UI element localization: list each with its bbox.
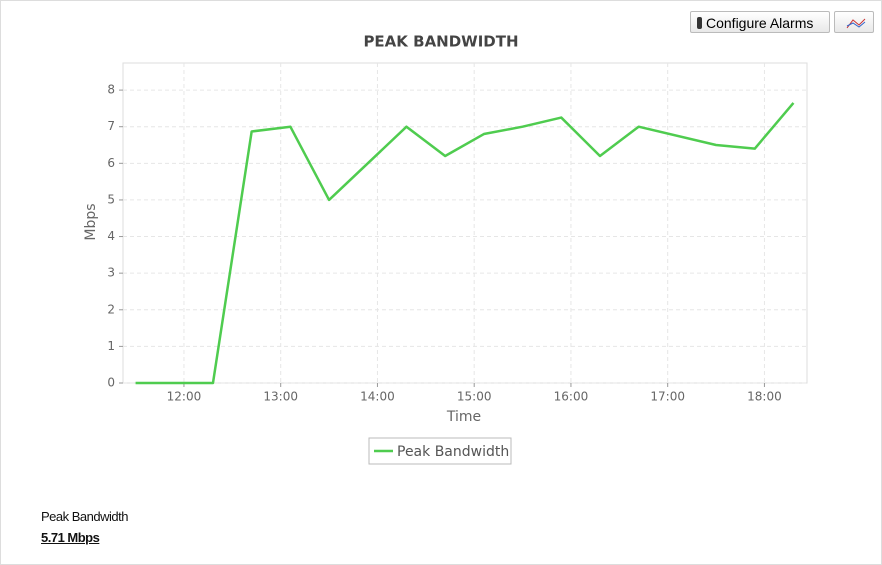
- x-tick-label: 15:00: [457, 390, 492, 404]
- y-tick-label: 0: [107, 376, 115, 390]
- configure-alarms-button[interactable]: Configure Alarms: [690, 11, 830, 33]
- x-tick-label: 16:00: [554, 390, 589, 404]
- legend-label: Peak Bandwidth: [397, 444, 509, 460]
- y-tick-label: 8: [107, 83, 115, 97]
- x-tick-label: 13:00: [263, 390, 298, 404]
- y-tick-label: 5: [107, 192, 115, 206]
- y-tick-label: 7: [107, 119, 115, 133]
- chart-icon: [846, 18, 866, 29]
- x-axis-label: Time: [446, 409, 481, 425]
- x-tick-label: 12:00: [167, 390, 202, 404]
- chart-type-button[interactable]: [834, 11, 874, 33]
- y-tick-label: 6: [107, 156, 115, 170]
- plot-area: [122, 62, 808, 384]
- summary: Peak Bandwidth 5.71 Mbps: [41, 509, 128, 545]
- y-axis-label: Mbps: [83, 203, 99, 240]
- x-tick-label: 14:00: [360, 390, 395, 404]
- alarm-icon: [697, 17, 702, 29]
- x-tick-label: 17:00: [650, 390, 685, 404]
- y-tick-label: 2: [107, 302, 115, 316]
- x-tick-label: 18:00: [747, 390, 782, 404]
- y-tick-label: 1: [107, 339, 115, 353]
- y-tick-label: 4: [107, 229, 115, 243]
- chart-title: PEAK BANDWIDTH: [363, 33, 518, 51]
- y-tick-label: 3: [107, 266, 115, 280]
- summary-value[interactable]: 5.71 Mbps: [41, 530, 100, 545]
- button-label: Configure Alarms: [706, 15, 814, 31]
- summary-label: Peak Bandwidth: [41, 509, 128, 524]
- data-line: [135, 102, 795, 385]
- chart: PEAK BANDWIDTH Time Mbps 0 1 2 3 4 5 6 7 8 12:00 1…: [83, 33, 808, 465]
